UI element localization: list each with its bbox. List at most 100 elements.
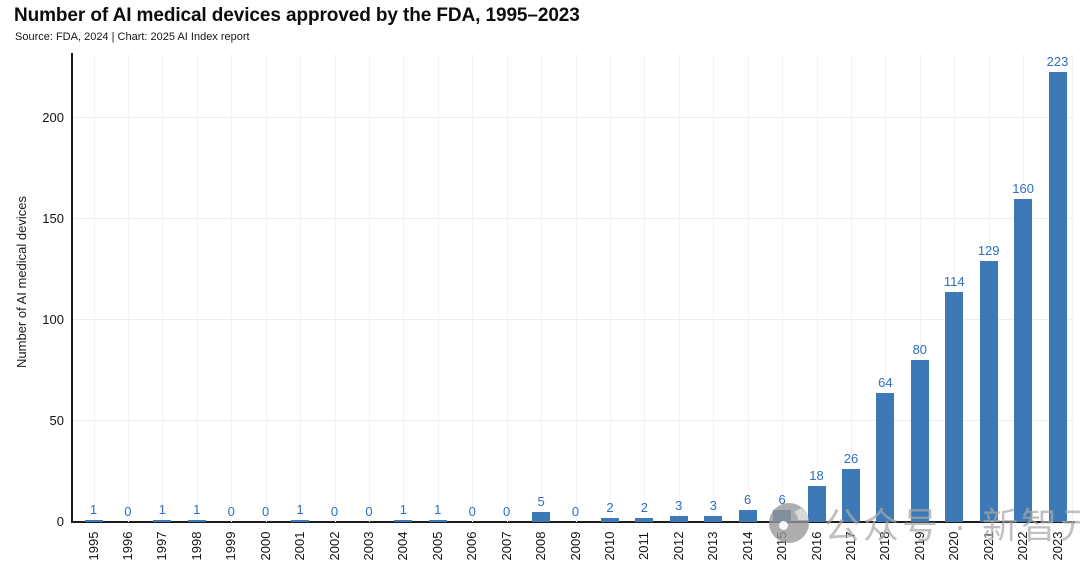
bar-value-label: 1 (193, 501, 201, 517)
x-tick-label-1995: 1995 (85, 531, 101, 561)
vertical-gridline (919, 54, 921, 522)
bar-value-label: 1 (434, 501, 442, 517)
vertical-gridline (713, 54, 715, 522)
vertical-gridline (300, 54, 302, 522)
x-tick-label-2008: 2008 (533, 531, 549, 561)
vertical-gridline (575, 54, 577, 522)
bar-value-label: 1 (296, 501, 304, 517)
x-tick-label-2003: 2003 (360, 531, 376, 561)
bar-value-label: 3 (675, 497, 683, 513)
bar-2008 (532, 511, 551, 522)
x-tick-label-2020: 2020 (946, 531, 962, 561)
x-tick-label-2007: 2007 (498, 531, 514, 561)
vertical-gridline (954, 54, 956, 522)
bar-value-label: 114 (943, 273, 965, 289)
vertical-gridline (437, 54, 439, 522)
vertical-gridline (162, 54, 164, 522)
x-tick-label-2016: 2016 (808, 531, 824, 561)
bar-2018 (876, 392, 895, 522)
bar-2017 (841, 469, 860, 522)
bar-2015 (773, 509, 792, 522)
bar-1995 (84, 519, 103, 522)
bar-2016 (807, 485, 826, 522)
bar-1997 (153, 519, 172, 522)
vertical-gridline (609, 54, 611, 522)
bar-1998 (187, 519, 206, 522)
vertical-gridline (93, 54, 95, 522)
bar-2021 (979, 261, 998, 522)
bar-value-label: 1 (89, 501, 98, 517)
bar-value-label: 0 (124, 504, 132, 519)
x-tick-label-2015: 2015 (774, 531, 790, 561)
vertical-gridline (506, 54, 508, 522)
horizontal-gridline (73, 218, 1074, 219)
vertical-gridline (231, 54, 233, 522)
chart-source-caption: Source: FDA, 2024 | Chart: 2025 AI Index… (15, 31, 250, 43)
horizontal-gridline (73, 420, 1074, 421)
x-tick-label-1998: 1998 (188, 531, 204, 561)
vertical-gridline (1072, 54, 1073, 522)
x-axis-line (71, 521, 1075, 523)
y-tick-label: 50 (49, 413, 64, 428)
bar-value-label: 160 (1012, 180, 1034, 196)
y-tick-label: 150 (42, 211, 64, 226)
vertical-gridline (334, 54, 336, 522)
bar-value-label: 0 (468, 504, 476, 519)
x-tick-label-2023: 2023 (1049, 531, 1065, 561)
vertical-gridline (368, 54, 370, 522)
bar-value-label: 64 (878, 374, 893, 390)
bar-value-label: 1 (399, 501, 407, 517)
bar-value-label: 0 (571, 504, 580, 519)
bar-2014 (738, 509, 757, 522)
bar-value-label: 80 (912, 342, 928, 358)
bar-value-label: 0 (227, 504, 235, 519)
x-tick-label-1997: 1997 (154, 531, 170, 561)
vertical-gridline (541, 54, 543, 522)
vertical-gridline (403, 54, 405, 522)
x-tick-label-1996: 1996 (119, 531, 135, 561)
horizontal-gridline (73, 319, 1074, 320)
bar-value-label: 6 (778, 491, 786, 507)
x-tick-label-2000: 2000 (257, 531, 273, 561)
vertical-gridline (885, 54, 887, 522)
y-axis-line (71, 53, 73, 523)
bar-value-label: 129 (977, 243, 1000, 259)
vertical-gridline (816, 54, 818, 522)
bar-value-label: 1 (158, 501, 166, 517)
bar-value-label: 5 (537, 493, 545, 509)
bar-value-label: 18 (809, 467, 824, 483)
bar-2005 (428, 519, 447, 522)
x-tick-label-2022: 2022 (1015, 531, 1031, 561)
vertical-gridline (747, 54, 749, 522)
vertical-gridline (196, 54, 198, 522)
x-tick-label-2006: 2006 (464, 531, 480, 561)
x-tick-label-2014: 2014 (739, 531, 755, 561)
bar-2023 (1048, 71, 1067, 522)
vertical-gridline (678, 54, 680, 522)
bar-value-label: 6 (744, 491, 752, 507)
y-tick-label: 100 (42, 312, 64, 327)
vertical-gridline (644, 54, 646, 522)
vertical-gridline (127, 54, 129, 522)
y-axis-title: Number of AI medical devices (14, 196, 29, 368)
x-tick-label-2012: 2012 (670, 531, 686, 561)
bar-2004 (394, 519, 413, 522)
x-tick-label-2011: 2011 (636, 532, 652, 560)
bar-2012 (669, 515, 688, 522)
bar-2011 (635, 517, 654, 522)
vertical-gridline (265, 54, 267, 522)
bar-value-label: 223 (1046, 53, 1069, 69)
x-tick-label-2002: 2002 (326, 531, 342, 561)
bar-2019 (910, 360, 929, 522)
bar-value-label: 0 (503, 504, 511, 519)
x-tick-label-2010: 2010 (601, 531, 617, 561)
x-tick-label-2017: 2017 (842, 531, 858, 561)
x-tick-label-2001: 2001 (292, 531, 308, 561)
vertical-gridline (782, 54, 784, 522)
horizontal-gridline (73, 117, 1074, 118)
x-tick-label-2013: 2013 (705, 531, 721, 561)
bar-2001 (291, 519, 310, 522)
bar-2020 (945, 291, 964, 522)
bar-value-label: 0 (365, 504, 373, 519)
x-tick-label-2019: 2019 (911, 531, 927, 561)
